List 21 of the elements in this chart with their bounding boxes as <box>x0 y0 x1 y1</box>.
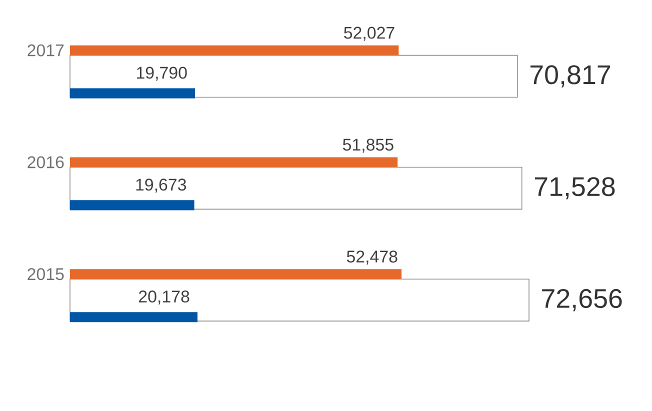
bar <box>70 200 194 210</box>
bar <box>70 312 198 322</box>
data-label: 70,817 <box>530 65 610 88</box>
y-tick-label: 2017 <box>28 44 64 56</box>
bar <box>70 166 522 210</box>
data-label: 19,790 <box>136 66 187 81</box>
data-label: 52,027 <box>344 26 394 41</box>
bar <box>70 157 398 168</box>
bar <box>70 269 402 280</box>
y-tick-label: 2015 <box>28 268 64 280</box>
bar <box>70 45 399 56</box>
bar <box>70 278 530 322</box>
bar <box>70 88 196 98</box>
bar <box>70 54 518 98</box>
y-tick-label: 2016 <box>28 156 64 168</box>
data-label: 52,478 <box>346 250 398 265</box>
data-label: 20,178 <box>139 290 190 305</box>
data-label: 51,855 <box>342 138 394 153</box>
data-label: 71,528 <box>534 177 615 200</box>
data-label: 19,673 <box>136 178 186 193</box>
data-label: 72,656 <box>542 288 622 312</box>
